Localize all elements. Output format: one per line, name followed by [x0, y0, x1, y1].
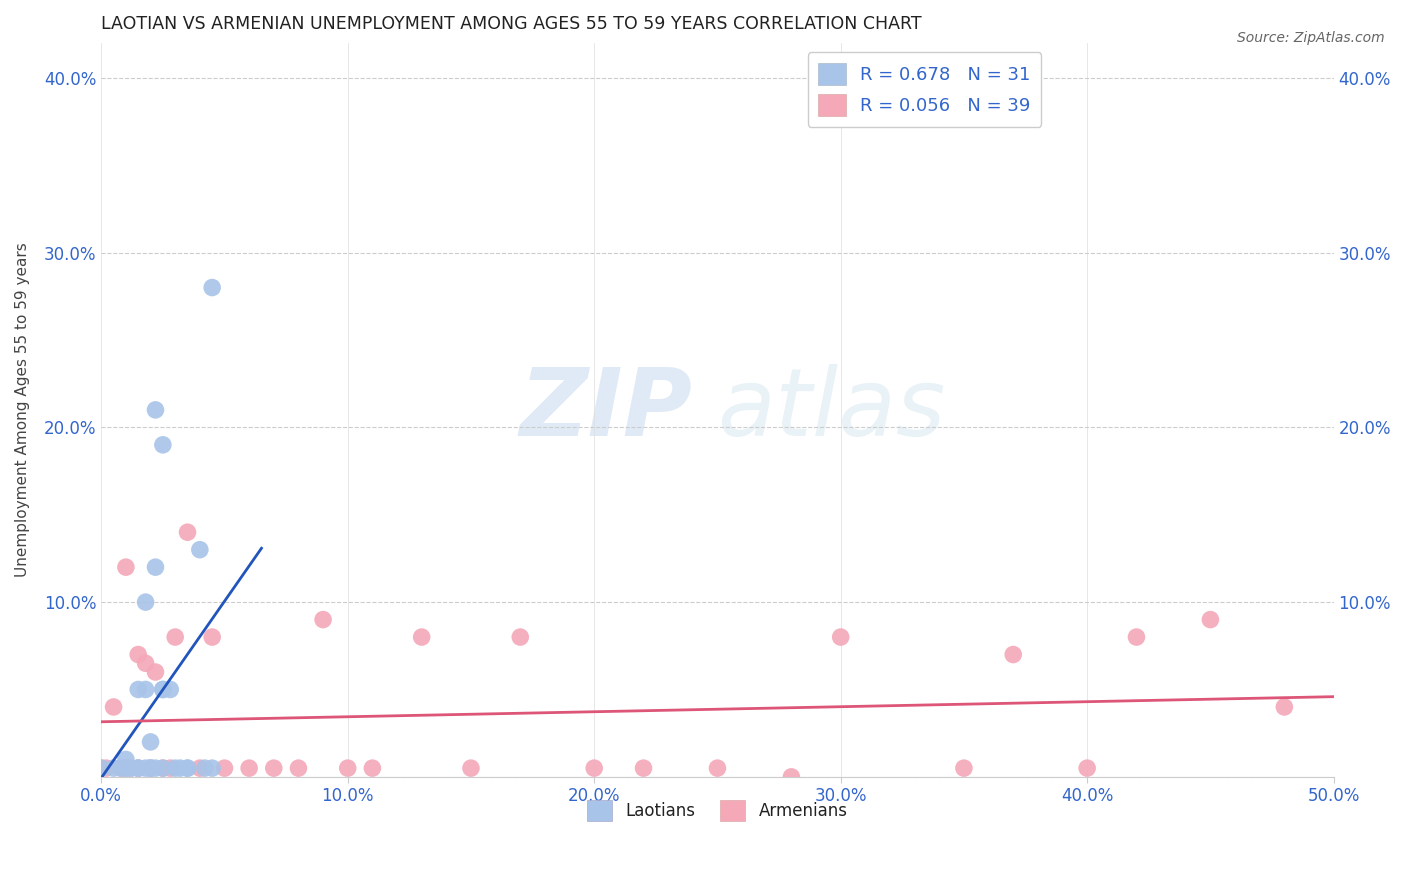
Point [1125, 630, 1147, 644]
Point [120, 761, 142, 775]
Point [176, 525, 198, 540]
Point [103, 761, 125, 775]
Point [214, 761, 236, 775]
Point [90, 761, 112, 775]
Point [336, 761, 359, 775]
Point [509, 630, 531, 644]
Point [201, 280, 224, 294]
Point [152, 761, 174, 775]
Point [152, 682, 174, 697]
Point [120, 761, 142, 775]
Point [1076, 761, 1098, 775]
Point [135, 682, 157, 697]
Point [411, 630, 433, 644]
Point [201, 630, 224, 644]
Point [135, 761, 157, 775]
Point [165, 630, 187, 644]
Point [135, 595, 157, 609]
Point [188, 542, 211, 557]
Point [706, 761, 728, 775]
Point [238, 761, 260, 775]
Text: ZIP: ZIP [520, 364, 693, 456]
Point [110, 761, 132, 775]
Point [127, 761, 149, 775]
Point [194, 761, 217, 775]
Point [361, 761, 384, 775]
Point [165, 761, 187, 775]
Point [1272, 700, 1295, 714]
Point [169, 761, 191, 775]
Y-axis label: Unemployment Among Ages 55 to 59 years: Unemployment Among Ages 55 to 59 years [15, 243, 30, 577]
Legend: Laotians, Armenians: Laotians, Armenians [581, 794, 855, 827]
Point [139, 735, 162, 749]
Point [139, 761, 162, 775]
Point [188, 761, 211, 775]
Point [127, 761, 149, 775]
Point [287, 761, 309, 775]
Point [115, 560, 138, 574]
Point [201, 761, 224, 775]
Point [103, 700, 125, 714]
Point [145, 761, 167, 775]
Point [115, 752, 138, 766]
Point [139, 761, 162, 775]
Point [830, 630, 852, 644]
Point [152, 761, 174, 775]
Point [176, 761, 198, 775]
Point [145, 560, 167, 574]
Point [135, 657, 157, 671]
Point [159, 761, 181, 775]
Point [145, 665, 167, 679]
Point [90, 761, 112, 775]
Point [110, 761, 132, 775]
Point [263, 761, 285, 775]
Text: LAOTIAN VS ARMENIAN UNEMPLOYMENT AMONG AGES 55 TO 59 YEARS CORRELATION CHART: LAOTIAN VS ARMENIAN UNEMPLOYMENT AMONG A… [101, 15, 922, 33]
Point [152, 682, 174, 697]
Point [159, 682, 181, 697]
Point [115, 761, 138, 775]
Point [127, 761, 149, 775]
Point [152, 438, 174, 452]
Point [953, 761, 976, 775]
Text: Source: ZipAtlas.com: Source: ZipAtlas.com [1237, 31, 1385, 45]
Point [127, 682, 149, 697]
Point [312, 613, 335, 627]
Point [96, 761, 118, 775]
Point [1002, 648, 1025, 662]
Text: atlas: atlas [717, 364, 946, 456]
Point [1199, 613, 1222, 627]
Point [127, 648, 149, 662]
Point [139, 761, 162, 775]
Point [583, 761, 606, 775]
Point [145, 403, 167, 417]
Point [633, 761, 655, 775]
Point [176, 761, 198, 775]
Point [780, 770, 803, 784]
Point [115, 761, 138, 775]
Point [460, 761, 482, 775]
